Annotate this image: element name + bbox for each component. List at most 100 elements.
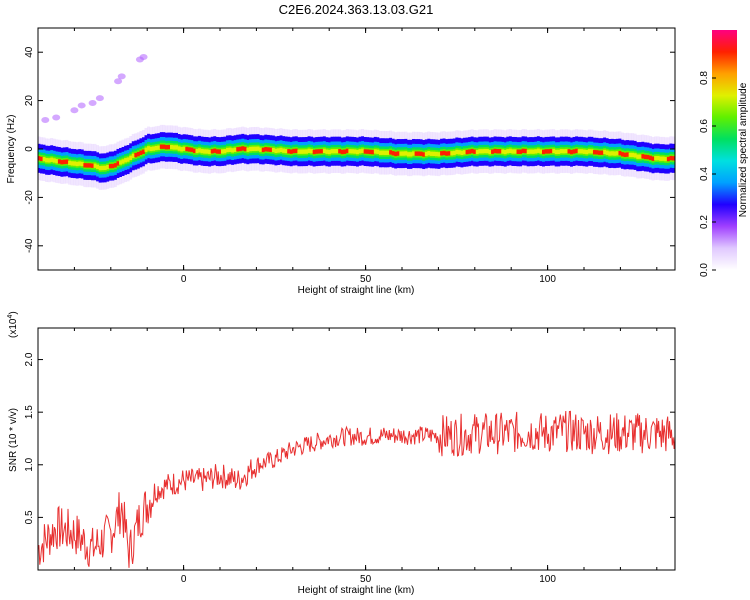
heatmap-cell [429,151,433,156]
y-tick-label: 2.0 [24,352,35,366]
heatmap-cell [289,149,293,154]
x-tick-label: 50 [360,274,372,285]
heatmap-cell [488,149,492,155]
colorbar-tick-label: 0.2 [699,215,710,229]
heatmap-cell [243,146,247,152]
heatmap-cell [294,148,298,154]
heatmap-outlier [41,116,50,123]
heatmap-cell [396,151,400,156]
heatmap-cell [185,146,189,152]
heatmap-cell [373,149,377,154]
heatmap-cell [534,149,538,154]
heatmap-cell [552,148,556,154]
heatmap-cell [641,154,645,159]
heatmap-cell [564,148,568,154]
heatmap-cell [585,149,589,155]
heatmap-cell [547,149,550,154]
heatmap-cell [595,150,599,155]
heatmap-cell [427,151,431,156]
heatmap-cell [101,165,105,171]
heatmap-cell [126,157,130,162]
heatmap-cell [575,148,579,154]
heatmap-cell [254,146,257,151]
heatmap-cell [506,149,510,154]
heatmap-cell [177,146,181,151]
heatmap-cell [50,157,54,162]
heatmap-cell [447,151,451,156]
heatmap-cell [554,149,558,155]
heatmap-cell [282,148,286,153]
heatmap-cell [98,165,102,171]
heatmap-cell [491,149,494,154]
heatmap-cell [269,147,273,152]
heatmap-cell [542,149,545,155]
heatmap-cell [470,148,474,154]
heatmap-cell [299,149,303,154]
heatmap-cell [213,148,217,153]
heatmap-cell [450,151,454,156]
heatmap-cell [134,152,138,158]
heatmap-cell [549,148,553,154]
heatmap-cell [345,148,349,154]
heatmap-cell [399,151,403,156]
y-tick-label: 1.5 [24,405,35,419]
heatmap-cell [503,149,507,155]
heatmap-cell [218,149,222,154]
heatmap-cell [664,156,668,162]
heatmap-cell [215,149,219,154]
heatmap-cell [567,149,571,154]
heatmap-cell [162,144,166,149]
y-tick-label: 0.5 [24,510,35,524]
heatmap-cell [312,149,316,155]
heatmap-cell [180,147,184,152]
heatmap-cell [192,148,196,154]
heatmap-cell [526,149,530,154]
heatmap-cell [572,149,576,154]
heatmap-cell [57,159,61,164]
heatmap-cell [631,152,635,158]
colorbar-tick-label: 0.0 [699,263,710,277]
y-tick-label: -40 [24,238,35,253]
heatmap-cell [297,149,301,154]
heatmap-cell [175,145,178,150]
heatmap-cell [562,149,566,154]
heatmap-cell [570,149,573,155]
heatmap-cell [266,147,270,152]
heatmap-cell [277,148,280,153]
heatmap-cell [409,152,413,157]
heatmap-cell [440,151,443,156]
heatmap-cell [284,148,288,154]
heatmap-cell [501,149,505,154]
heatmap-outlier [139,54,148,61]
heatmap-outlier [88,100,97,107]
heatmap-cell [519,149,522,154]
y-tick-label: -20 [24,190,35,205]
colorbar-ramp [712,30,737,270]
heatmap-panel: 0 50 100 -40 -20 0 20 40 Height of straight lin… [6,27,676,296]
x-tick-label: 50 [360,574,372,585]
snr-multiplier-exp: 4 [7,315,14,319]
heatmap-cell [643,154,647,160]
heatmap-outlier [77,102,86,109]
heatmap-cell [70,161,74,166]
colorbar-tick-label: 0.4 [699,167,710,181]
heatmap-cell [305,149,308,154]
x-tick-label: 0 [181,574,187,585]
heatmap-cell [62,159,66,165]
heatmap-cell [353,149,357,154]
heatmap-cell [623,152,627,158]
heatmap-cell [93,163,97,168]
heatmap-cell [96,164,100,170]
snr-background [38,328,675,570]
heatmap-cell [455,149,459,155]
heatmap-cell [279,147,283,153]
heatmap-cell [233,147,237,152]
heatmap-cell [391,151,395,156]
heatmap-cell [478,149,482,154]
heatmap-cell [261,147,265,153]
heatmap-cell [159,144,163,149]
heatmap-cell [498,149,502,154]
heatmap-cell [419,151,423,156]
heatmap-cell [389,150,393,155]
snr-frame [37,327,676,571]
